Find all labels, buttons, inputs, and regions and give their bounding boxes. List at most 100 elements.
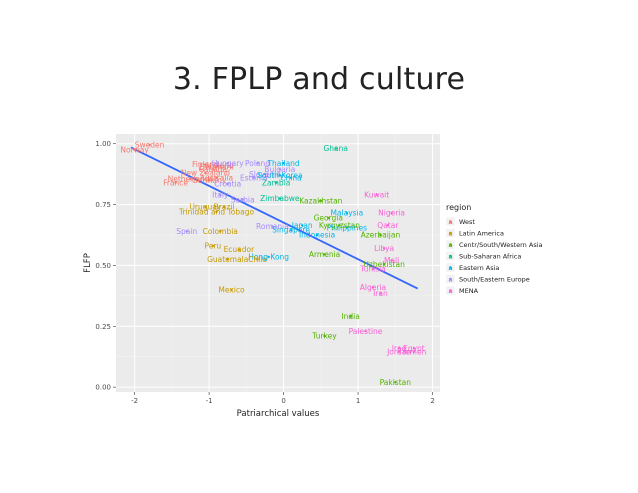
data-point	[204, 163, 207, 166]
point-label: Italy	[212, 190, 229, 199]
data-point	[278, 197, 282, 200]
data-point	[226, 182, 229, 186]
x-axis-title: Patriarchical values	[237, 409, 320, 419]
point-label: Kyrgyzstan	[319, 221, 360, 230]
data-point	[226, 162, 229, 165]
point-label: Colombia	[203, 227, 238, 236]
point-label: Hungary	[212, 159, 245, 168]
data-point	[174, 181, 177, 184]
point-label: India	[341, 312, 359, 321]
point-label: Trinidad and Tobago	[178, 207, 254, 216]
point-label: Singapore	[272, 226, 310, 235]
y-tick-label: 0.25	[95, 323, 111, 331]
point-label: Bulgaria	[264, 165, 295, 174]
point-label: Azerbaijan	[361, 231, 401, 240]
data-point	[252, 176, 255, 180]
point-label: Estonia	[240, 173, 268, 182]
point-label: Yemen	[400, 347, 426, 356]
data-point	[222, 205, 226, 209]
y-tick-label: 0.50	[95, 262, 111, 270]
point-label: Finland	[192, 160, 219, 169]
point-label: Turkey	[311, 332, 337, 341]
point-label: Sweden	[135, 141, 165, 150]
point-label: Thailand	[266, 159, 299, 168]
point-label: Libya	[374, 244, 394, 253]
data-point	[371, 267, 375, 271]
point-label: Philippines	[327, 223, 368, 232]
point-label: Iraq	[392, 344, 407, 353]
data-point	[397, 346, 401, 350]
data-point	[412, 350, 416, 354]
data-points: SwedenNorwayFinlandIcelandDenmarkCanadaN…	[120, 141, 426, 387]
data-point	[189, 177, 192, 181]
point-label: Uzbekistan	[363, 260, 405, 269]
data-point	[334, 147, 337, 150]
data-point	[412, 346, 416, 350]
data-point	[204, 171, 207, 175]
point-label: Peru	[204, 242, 221, 251]
point-label: Egypt	[403, 344, 425, 353]
point-label: New Zealand	[181, 169, 231, 178]
point-label: Zambia	[262, 178, 290, 187]
data-point	[282, 162, 285, 165]
legend-key-glyph: a	[448, 254, 452, 261]
legend-entry-label: MENA	[459, 287, 479, 295]
legend-key-glyph: a	[448, 277, 452, 284]
data-point	[278, 168, 282, 171]
data-point	[301, 224, 304, 227]
point-label: Tunisia	[359, 265, 386, 274]
point-label: Georgia	[314, 214, 343, 223]
point-label: Palestine	[349, 327, 383, 336]
legend-key-dot	[449, 254, 452, 258]
point-label: Australia	[200, 173, 233, 182]
data-point	[219, 164, 222, 167]
data-point	[274, 181, 278, 184]
point-label: Armenia	[309, 250, 340, 259]
legend-key-dot	[449, 289, 452, 292]
point-label: Canada	[199, 165, 228, 174]
point-label: Hong Kong	[248, 253, 289, 262]
legend-title: region	[446, 203, 471, 212]
data-point	[323, 334, 326, 338]
data-point	[219, 193, 222, 197]
data-point	[271, 225, 274, 228]
point-label: Ghana	[323, 144, 348, 153]
point-label: Norway	[120, 145, 149, 154]
data-point	[226, 258, 229, 261]
point-label: France	[163, 178, 188, 187]
data-point	[375, 193, 378, 197]
data-point	[207, 179, 211, 182]
legend-key-glyph: a	[448, 219, 452, 226]
data-point	[185, 230, 188, 233]
data-point	[204, 205, 207, 209]
data-point	[379, 233, 382, 237]
legend-key-glyph: a	[448, 288, 452, 295]
data-point	[379, 292, 382, 295]
point-label: Netherlands	[168, 175, 214, 184]
y-tick-label: 1.00	[95, 140, 111, 148]
point-label: Germany	[192, 176, 227, 185]
point-label: Serbia	[231, 195, 255, 204]
data-point	[278, 174, 282, 177]
point-label: Ecuador	[224, 245, 256, 254]
data-point	[267, 255, 270, 259]
data-point	[345, 226, 349, 229]
legend-key-glyph: a	[448, 231, 452, 238]
trend-line	[130, 146, 419, 290]
data-point	[382, 263, 386, 266]
point-label: Guatemala	[207, 255, 248, 264]
point-label: Zimbabwe	[260, 194, 300, 203]
grid-lines	[116, 134, 440, 392]
x-tick-label: 1	[356, 397, 360, 405]
data-point	[364, 329, 367, 333]
point-label: Malaysia	[331, 209, 364, 218]
point-label: Chile	[248, 255, 267, 264]
trend-line-layer	[130, 146, 419, 290]
y-tick-label: 0.00	[95, 384, 111, 392]
legend-key-dot	[449, 243, 452, 246]
data-point	[148, 143, 151, 147]
legend-key-glyph: a	[448, 265, 452, 272]
data-point	[345, 211, 349, 215]
